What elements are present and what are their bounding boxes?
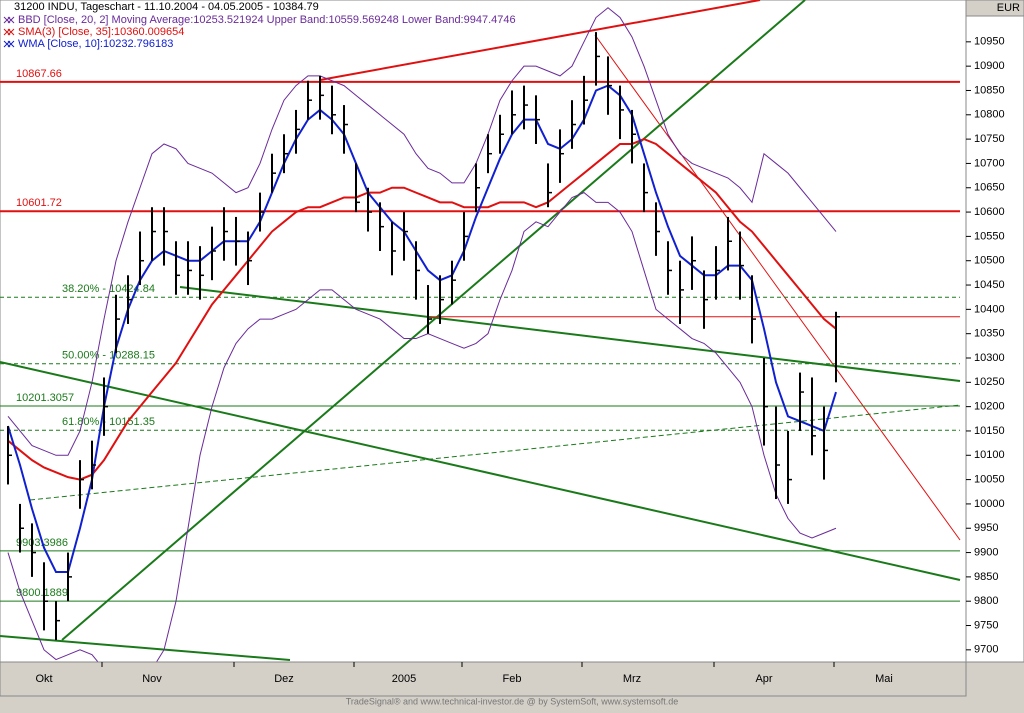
y-tick-label: 10450 bbox=[974, 279, 1005, 291]
trend-line bbox=[61, 0, 806, 641]
y-tick-label: 10400 bbox=[974, 303, 1005, 315]
level-label: 61.80% - 10151.35 bbox=[62, 416, 155, 428]
level-label: 9800.1889 bbox=[16, 587, 68, 599]
level-label: 10201.3057 bbox=[16, 392, 74, 404]
legend-icon bbox=[3, 28, 15, 36]
indicator-line bbox=[7, 7, 837, 456]
y-tick-label: 10150 bbox=[974, 425, 1005, 437]
indicator-line bbox=[7, 138, 837, 481]
y-tick-label: 10700 bbox=[974, 157, 1005, 169]
y-tick-label: 9850 bbox=[974, 571, 998, 583]
legend-icon bbox=[3, 40, 15, 48]
trend-line bbox=[319, 0, 761, 81]
chart-title: 31200 INDU, Tageschart - 11.10.2004 - 04… bbox=[14, 1, 319, 13]
trend-line bbox=[179, 286, 961, 382]
legend: 31200 INDU, Tageschart - 11.10.2004 - 04… bbox=[3, 1, 319, 48]
y-tick-label: 9900 bbox=[974, 546, 998, 558]
x-tick-label: Mrz bbox=[623, 673, 641, 685]
y-tick-label: 9700 bbox=[974, 644, 998, 656]
y-tick-label: 10000 bbox=[974, 498, 1005, 510]
y-axis-area bbox=[965, 0, 1024, 663]
y-tick-label: 10050 bbox=[974, 474, 1005, 486]
x-tick-label: Apr bbox=[755, 673, 772, 685]
y-tick-label: 10200 bbox=[974, 401, 1005, 413]
plot-area bbox=[0, 0, 967, 663]
y-tick-label: 10550 bbox=[974, 230, 1005, 242]
level-label: 10867.66 bbox=[16, 68, 62, 80]
x-tick-label: 2005 bbox=[392, 673, 416, 685]
legend-icon bbox=[3, 16, 15, 24]
x-tick-label: Mai bbox=[875, 673, 893, 685]
trend-line bbox=[0, 635, 291, 661]
level-label: 38.20% - 10424.84 bbox=[62, 283, 155, 295]
legend-label: SMA(3) [Close, 35]:10360.009654 bbox=[18, 26, 184, 38]
y-tick-label: 10250 bbox=[974, 376, 1005, 388]
y-tick-label: 10650 bbox=[974, 182, 1005, 194]
y-tick-label: 10600 bbox=[974, 206, 1005, 218]
y-tick-label: 9750 bbox=[974, 619, 998, 631]
x-tick-label: Dez bbox=[274, 673, 294, 685]
y-tick-label: 10500 bbox=[974, 255, 1005, 267]
y-tick-label: 9950 bbox=[974, 522, 998, 534]
y-tick-label: 10750 bbox=[974, 133, 1005, 145]
x-tick-label: Feb bbox=[503, 673, 522, 685]
y-tick-label: 10900 bbox=[974, 60, 1005, 72]
y-tick-label: 10850 bbox=[974, 84, 1005, 96]
legend-label: WMA [Close, 10]:10232.796183 bbox=[18, 38, 173, 50]
y-tick-label: 10100 bbox=[974, 449, 1005, 461]
trend-line bbox=[29, 404, 961, 501]
plot-marks: 10867.66 10601.72 38.20% - 10424.84 50.00% … bbox=[0, 7, 960, 662]
trend-lines bbox=[0, 0, 961, 661]
level-label: 50.00% - 10288.15 bbox=[62, 350, 155, 362]
y-tick-label: 10950 bbox=[974, 36, 1005, 48]
footer: TradeSignal® and www.technical-investor.… bbox=[346, 696, 679, 706]
trend-line bbox=[0, 361, 961, 581]
y-tick-label: 9800 bbox=[974, 595, 998, 607]
x-tick-label: Okt bbox=[35, 673, 52, 685]
trend-line bbox=[594, 34, 961, 541]
y-tick-label: 10300 bbox=[974, 352, 1005, 364]
level-label: 10601.72 bbox=[16, 197, 62, 209]
indicator-line bbox=[7, 192, 837, 662]
y-tick-label: 10350 bbox=[974, 328, 1005, 340]
legend-label: BBD [Close, 20, 2] Moving Average:10253.… bbox=[18, 14, 516, 26]
currency: EUR bbox=[997, 2, 1020, 14]
indicator-line bbox=[7, 84, 837, 574]
x-tick-label: Nov bbox=[142, 673, 162, 685]
currency-box bbox=[965, 0, 1024, 17]
y-tick-label: 10800 bbox=[974, 109, 1005, 121]
x-axis-area bbox=[0, 661, 967, 697]
